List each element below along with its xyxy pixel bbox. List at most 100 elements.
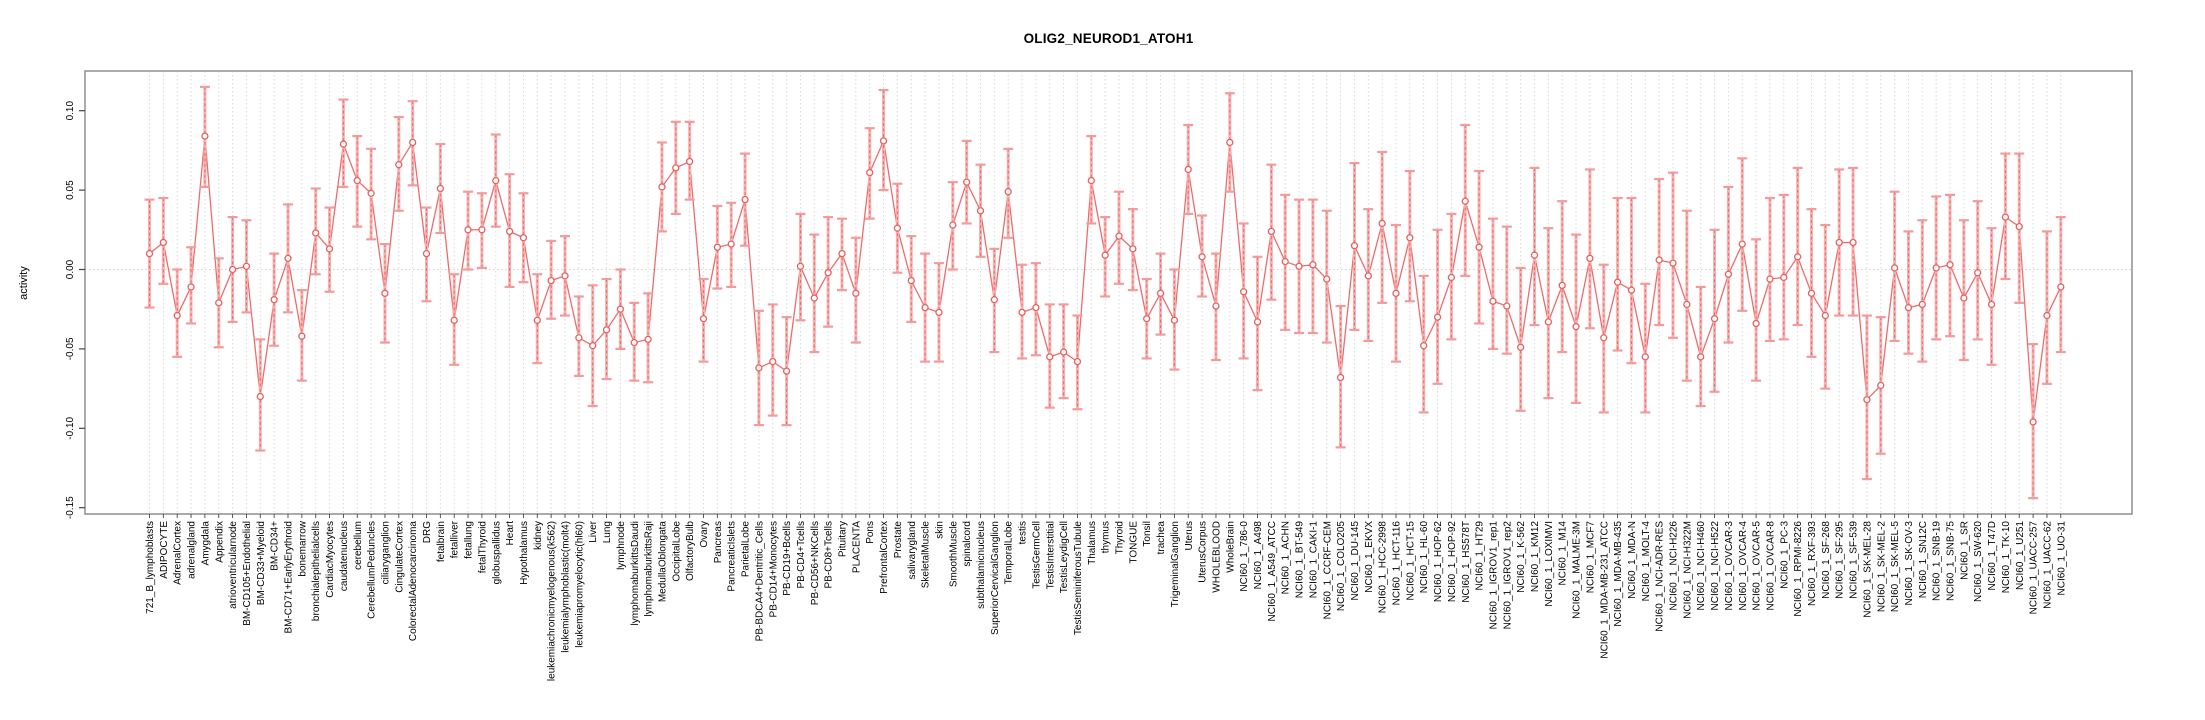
x-tick-label: salivarygland <box>907 521 918 579</box>
x-tick-label: PLACENTA <box>851 521 862 573</box>
series-segment <box>1436 277 1453 318</box>
data-point-marker <box>1849 238 1857 247</box>
data-point-marker <box>1087 176 1095 185</box>
data-point-marker <box>630 338 638 347</box>
series-segment <box>176 286 192 316</box>
x-tick-label: NCI60_1_UO-31 <box>2056 521 2067 596</box>
x-tick-label: subthalamicnucleus <box>976 521 987 609</box>
series-segment <box>328 143 345 249</box>
data-point-marker <box>1336 373 1345 382</box>
x-tick-label: NCI60_1_SNB-19 <box>1932 521 1943 601</box>
data-point-marker <box>713 243 721 251</box>
x-tick-label: NCI60_1_COLO205 <box>1336 521 1347 611</box>
data-point-marker <box>1530 251 1539 259</box>
x-tick-label: cerebellum <box>353 521 364 570</box>
x-tick-label: Appendix <box>214 521 225 563</box>
x-tick-label: NCI60_1_MOLT-4 <box>1641 521 1652 602</box>
series-segment <box>536 280 552 321</box>
x-tick-label: NCI60_1_SR <box>1959 521 1970 580</box>
series-segment <box>1270 231 1286 262</box>
x-tick-label: testis <box>1018 521 1029 544</box>
y-tick-label: -0.05 <box>65 337 76 360</box>
x-tick-label: NCI60_1_CCRF-CEM <box>1322 521 1333 619</box>
data-point-marker <box>450 316 458 324</box>
series-segment <box>1686 304 1702 358</box>
series-segment <box>1187 169 1203 257</box>
series-segment <box>1603 282 1619 338</box>
data-point-marker <box>1960 294 1968 302</box>
series-segment <box>1797 256 1813 294</box>
series-segment <box>785 266 802 372</box>
x-tick-label: lymphomaburkittsRaji <box>644 521 655 617</box>
data-point-marker <box>145 249 154 258</box>
x-tick-label: leukemialymphoblastic(molt4) <box>561 521 572 653</box>
series-segment <box>1035 307 1051 358</box>
series-segment <box>661 167 677 188</box>
series-segment <box>744 199 760 369</box>
x-tick-label: PB-CD19+Bcells <box>782 521 793 596</box>
series-segment <box>1464 201 1480 248</box>
data-point-marker <box>824 269 832 277</box>
x-tick-label: PB-CD8+Tcells <box>824 521 835 589</box>
x-tick-label: bronchialepithelialcells <box>311 521 322 621</box>
series-segment <box>1104 235 1120 256</box>
x-tick-label: NCI60_1_A498 <box>1253 521 1264 590</box>
series-segment <box>882 140 899 229</box>
data-point-marker <box>1627 286 1636 294</box>
series-segment <box>1575 258 1591 327</box>
data-point-marker <box>1586 254 1594 263</box>
data-point-marker <box>1877 381 1885 390</box>
series-segment <box>453 229 469 321</box>
x-tick-label: NCI60_1_NCI-H226 <box>1669 521 1680 611</box>
x-tick-label: 721_B_lymphoblasts <box>145 521 156 614</box>
x-tick-label: NCI60_1_SF-295 <box>1835 521 1846 599</box>
x-tick-label: BM-CD71+EarlyErythroid <box>284 521 295 634</box>
series-segment <box>1589 258 1605 338</box>
series-segment <box>1256 231 1272 323</box>
series-segment <box>162 242 178 316</box>
data-point-marker <box>1295 262 1303 270</box>
series-segment <box>1824 242 1840 316</box>
x-tick-label: NCI60_1_SF-268 <box>1821 521 1832 599</box>
series-segment <box>1921 267 1937 305</box>
data-point-marker <box>755 364 763 372</box>
x-tick-label: NCI60_1_ACHN <box>1281 521 1292 594</box>
series-segment <box>869 140 885 173</box>
x-tick-label: NCI60_1_A549_ATCC <box>1267 521 1278 621</box>
series-segment <box>702 247 718 319</box>
y-axis-label: activity <box>18 266 30 300</box>
data-point-marker <box>1461 197 1469 205</box>
data-point-marker <box>1710 315 1719 323</box>
x-tick-label: NCI60_1_HCT-15 <box>1405 521 1416 601</box>
x-tick-label: Ovary <box>699 521 710 548</box>
y-tick-label: -0.15 <box>65 496 76 519</box>
data-point-marker <box>1752 319 1760 328</box>
data-point-marker <box>1170 316 1179 324</box>
series-segment <box>1243 291 1259 323</box>
x-tick-label: NCI60_1_K-562 <box>1516 521 1527 593</box>
x-tick-label: NCI60_1_KM12 <box>1530 521 1541 593</box>
x-tick-label: Amygdala <box>200 521 211 566</box>
x-tick-label: caudatenucleus <box>339 521 350 591</box>
data-point-marker <box>533 316 541 324</box>
data-point-marker <box>312 229 320 237</box>
series-segment <box>606 308 621 331</box>
series-segment <box>245 266 261 397</box>
data-point-marker <box>242 262 251 270</box>
data-point-marker <box>949 221 957 229</box>
data-point-marker <box>1129 245 1137 253</box>
x-tick-label: NCI60_1_786-0 <box>1239 521 1250 592</box>
data-point-marker <box>1697 353 1705 361</box>
x-tick-label: Prostate <box>893 521 904 559</box>
x-tick-label: atrioventricularnode <box>228 521 239 609</box>
data-point-marker <box>367 189 375 197</box>
x-tick-label: NCI60_1_EKVX <box>1364 521 1375 593</box>
x-tick-label: SuperiorCervicalGanglion <box>990 521 1001 635</box>
x-tick-label: Uterus <box>1184 521 1195 550</box>
x-tick-label: NCI60_1_SW-620 <box>1973 521 1984 602</box>
series-segment <box>1783 256 1799 278</box>
series-segment <box>1229 142 1245 292</box>
data-point-marker <box>561 272 569 280</box>
series-segment <box>993 191 1009 300</box>
series-segment <box>910 280 926 308</box>
